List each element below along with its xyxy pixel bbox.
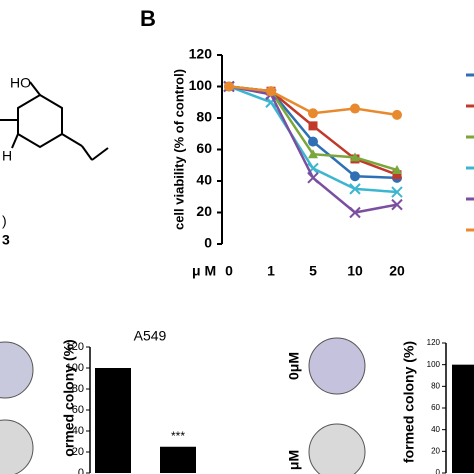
y-axis-label: formed colony (%) — [401, 341, 417, 463]
bar — [95, 368, 131, 473]
atom-label: HO — [10, 75, 31, 91]
bar — [452, 364, 474, 473]
marker — [308, 136, 318, 147]
marker — [308, 149, 318, 159]
y-tick-label: 20 — [196, 203, 212, 219]
image-label: μM — [286, 450, 302, 470]
image-label: 0μM — [286, 352, 302, 380]
x-tick-label: 20 — [389, 263, 405, 279]
y-tick-label: 20 — [72, 446, 84, 458]
y-tick-label: 120 — [189, 46, 213, 62]
marker — [392, 170, 402, 180]
colony-images — [0, 337, 366, 474]
marker — [391, 186, 403, 198]
marker — [350, 152, 360, 162]
marker — [266, 86, 276, 97]
y-tick-label: 60 — [196, 140, 212, 156]
y-tick-label: 80 — [431, 381, 440, 390]
y-axis-label: ormed colony (%) — [61, 339, 77, 456]
y-tick-label: 60 — [431, 403, 440, 412]
label: 3 — [2, 232, 10, 248]
y-tick-label: 20 — [431, 446, 440, 455]
marker — [350, 171, 360, 182]
x-tick-label: 10 — [347, 263, 363, 279]
marker — [224, 81, 234, 92]
colony-image — [0, 341, 34, 399]
y-tick-label: 0 — [78, 467, 84, 474]
y-tick-label: 80 — [72, 383, 84, 395]
y-tick-label: 0 — [204, 235, 212, 251]
y-tick-label: 40 — [72, 425, 84, 437]
chart-title: A549 — [134, 328, 167, 344]
x-tick-label: 5 — [309, 263, 317, 279]
colony-image — [0, 419, 34, 474]
y-tick-label: 0 — [436, 468, 441, 474]
y-tick-label: 80 — [196, 109, 212, 125]
y-tick-label: 100 — [427, 360, 441, 369]
y-tick-label: 60 — [72, 404, 84, 416]
y-axis-label: cell viability (% of control) — [171, 69, 186, 230]
marker — [349, 206, 361, 219]
x-axis-label: μ M — [192, 263, 216, 279]
marker — [308, 121, 318, 131]
marker — [392, 164, 402, 174]
bond — [91, 147, 109, 161]
y-tick-label: 100 — [66, 362, 84, 374]
atom-label: H — [2, 148, 12, 164]
y-tick-label: 100 — [189, 77, 213, 93]
marker — [308, 108, 318, 119]
value-label: *** — [171, 429, 185, 443]
panel-label: B — [140, 6, 156, 31]
marker — [307, 172, 319, 184]
structure — [0, 81, 109, 161]
y-tick-label: 40 — [196, 172, 212, 188]
marker — [391, 198, 403, 211]
marker — [350, 103, 360, 114]
bar — [160, 446, 196, 473]
y-tick-label: 40 — [431, 425, 440, 434]
bond — [29, 81, 41, 96]
x-tick-label: 1 — [267, 263, 275, 279]
y-tick-label: 120 — [427, 338, 441, 347]
bond — [61, 133, 83, 147]
bond — [81, 145, 93, 161]
bond — [11, 133, 19, 149]
marker — [349, 183, 361, 195]
x-tick-label: 0 — [225, 263, 233, 279]
marker — [392, 109, 402, 120]
colony-image — [308, 337, 366, 395]
y-tick-label: 120 — [66, 341, 84, 353]
benzene-ring — [17, 93, 63, 149]
label: ) — [2, 213, 7, 229]
colony-image — [308, 423, 366, 474]
